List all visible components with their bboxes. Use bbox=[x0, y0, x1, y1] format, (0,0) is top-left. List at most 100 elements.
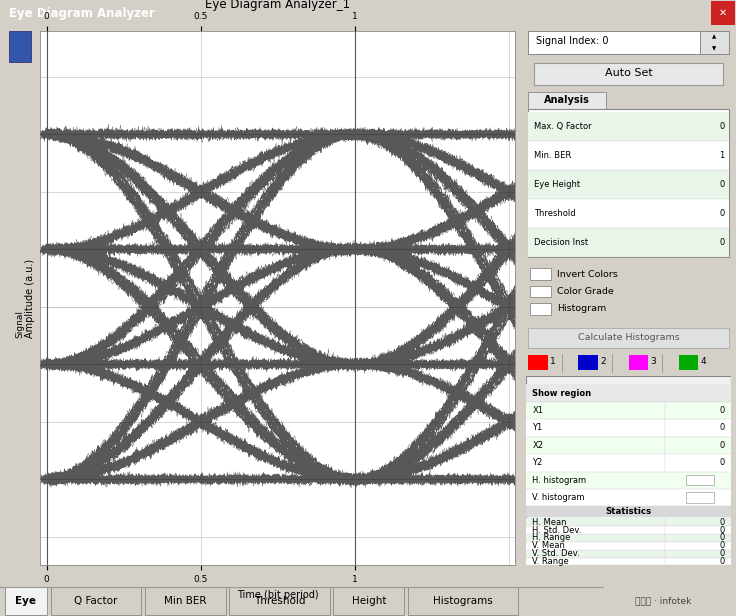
Text: 0: 0 bbox=[720, 517, 725, 527]
Bar bbox=[526, 542, 731, 549]
Bar bbox=[528, 355, 548, 370]
Text: 1: 1 bbox=[550, 357, 556, 367]
Bar bbox=[526, 557, 731, 565]
Bar bbox=[686, 475, 715, 485]
Bar bbox=[526, 472, 731, 489]
Bar bbox=[526, 506, 731, 517]
Bar bbox=[526, 489, 731, 506]
Text: V. Std. Dev.: V. Std. Dev. bbox=[532, 549, 580, 558]
Text: Analysis: Analysis bbox=[544, 95, 590, 105]
Text: Decision Inst: Decision Inst bbox=[534, 238, 589, 246]
Text: 0: 0 bbox=[720, 406, 725, 415]
Bar bbox=[51, 587, 141, 615]
Bar bbox=[526, 526, 731, 534]
Text: Histogram: Histogram bbox=[557, 304, 606, 314]
Bar bbox=[230, 587, 330, 615]
Text: 0: 0 bbox=[720, 533, 725, 543]
Text: Min. BER: Min. BER bbox=[534, 151, 572, 160]
Text: V. Mean: V. Mean bbox=[532, 541, 565, 550]
Text: Q Factor: Q Factor bbox=[74, 596, 118, 606]
Text: Signal Index: 0: Signal Index: 0 bbox=[537, 36, 609, 46]
Bar bbox=[679, 355, 698, 370]
Text: 0: 0 bbox=[720, 238, 725, 246]
Text: 3: 3 bbox=[650, 357, 656, 367]
Text: Max. Q Factor: Max. Q Factor bbox=[534, 122, 592, 131]
Bar bbox=[528, 109, 729, 257]
Text: 0: 0 bbox=[720, 423, 725, 432]
Bar bbox=[526, 518, 731, 526]
Bar bbox=[531, 303, 551, 315]
Bar bbox=[408, 587, 518, 615]
Bar bbox=[528, 112, 729, 141]
Text: 0: 0 bbox=[720, 525, 725, 535]
Bar bbox=[5, 587, 47, 615]
Text: 0: 0 bbox=[720, 549, 725, 558]
Bar bbox=[528, 92, 606, 109]
Title: Eye Diagram Analyzer_1: Eye Diagram Analyzer_1 bbox=[205, 0, 350, 11]
Text: Histograms: Histograms bbox=[433, 596, 493, 606]
Text: X2: X2 bbox=[532, 441, 543, 450]
Text: ✕: ✕ bbox=[718, 8, 727, 18]
Text: Threshold: Threshold bbox=[254, 596, 305, 606]
Text: Eye: Eye bbox=[15, 596, 37, 606]
Bar bbox=[526, 549, 731, 557]
Text: Calculate Histograms: Calculate Histograms bbox=[578, 333, 679, 342]
Bar bbox=[145, 587, 226, 615]
Text: 0: 0 bbox=[720, 458, 725, 468]
Text: Color Grade: Color Grade bbox=[557, 287, 614, 296]
Text: 0: 0 bbox=[720, 541, 725, 550]
Text: 0: 0 bbox=[720, 557, 725, 566]
Bar bbox=[526, 534, 731, 542]
Bar bbox=[528, 141, 729, 170]
Bar bbox=[333, 587, 404, 615]
Text: Y1: Y1 bbox=[532, 423, 542, 432]
Bar bbox=[528, 31, 700, 54]
Text: H. Mean: H. Mean bbox=[532, 517, 567, 527]
Text: Y2: Y2 bbox=[532, 458, 542, 468]
Text: 0: 0 bbox=[720, 441, 725, 450]
Text: Height: Height bbox=[352, 596, 386, 606]
Text: Show region: Show region bbox=[532, 389, 592, 397]
Text: 0: 0 bbox=[720, 122, 725, 131]
Text: ▼: ▼ bbox=[712, 46, 717, 51]
Text: Auto Set: Auto Set bbox=[605, 68, 652, 78]
Y-axis label: Amplitude (a.u.): Amplitude (a.u.) bbox=[25, 259, 35, 338]
Text: Eye Diagram Analyzer: Eye Diagram Analyzer bbox=[9, 7, 155, 20]
Text: 0: 0 bbox=[720, 209, 725, 218]
Text: H. Range: H. Range bbox=[532, 533, 570, 543]
Bar bbox=[629, 355, 648, 370]
Text: V. Range: V. Range bbox=[532, 557, 569, 566]
Text: 2: 2 bbox=[600, 357, 606, 367]
Bar bbox=[534, 63, 723, 85]
Bar bbox=[9, 31, 31, 62]
Bar bbox=[526, 384, 731, 402]
Text: Invert Colors: Invert Colors bbox=[557, 270, 618, 278]
Bar bbox=[711, 1, 735, 25]
Bar bbox=[526, 454, 731, 472]
Text: V. histogram: V. histogram bbox=[532, 493, 585, 502]
Bar bbox=[686, 492, 715, 503]
Bar bbox=[531, 269, 551, 280]
Bar bbox=[526, 419, 731, 437]
Text: Min BER: Min BER bbox=[164, 596, 207, 606]
X-axis label: Time (bit period): Time (bit period) bbox=[237, 590, 319, 600]
Bar bbox=[578, 355, 598, 370]
Bar bbox=[531, 286, 551, 298]
Text: Eye Height: Eye Height bbox=[534, 180, 581, 189]
Bar bbox=[526, 402, 731, 419]
Text: H. Std. Dev.: H. Std. Dev. bbox=[532, 525, 581, 535]
Bar bbox=[526, 437, 731, 454]
Bar bbox=[528, 199, 729, 228]
Text: Statistics: Statistics bbox=[606, 508, 651, 516]
Bar bbox=[528, 170, 729, 199]
Text: X1: X1 bbox=[532, 406, 543, 415]
Text: Signal: Signal bbox=[15, 310, 24, 338]
Text: H. histogram: H. histogram bbox=[532, 476, 587, 485]
Text: 1: 1 bbox=[720, 151, 725, 160]
Bar bbox=[528, 228, 729, 257]
Text: 公众号 · infotek: 公众号 · infotek bbox=[635, 597, 691, 606]
Text: ▲: ▲ bbox=[712, 34, 717, 39]
Text: Threshold: Threshold bbox=[534, 209, 576, 218]
Bar bbox=[528, 328, 729, 349]
Text: 0: 0 bbox=[720, 180, 725, 189]
